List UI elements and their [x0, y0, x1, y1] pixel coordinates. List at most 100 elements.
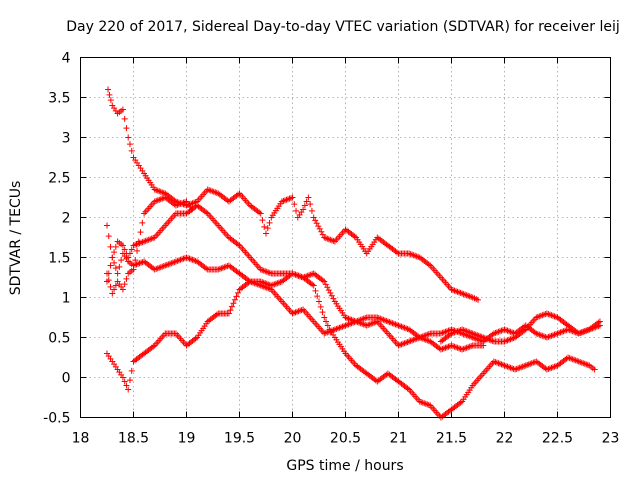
data-point	[289, 194, 296, 201]
data-point	[126, 250, 133, 257]
y-axis-label: SDTVAR / TECUs	[8, 181, 24, 296]
chart-title: Day 220 of 2017, Sidereal Day-to-day VTE…	[66, 19, 620, 35]
y-tick-label: 2.5	[48, 171, 70, 187]
data-point	[230, 300, 237, 307]
data-point	[300, 206, 307, 213]
data-point	[312, 287, 319, 294]
data-point	[319, 309, 326, 316]
grid	[80, 57, 611, 418]
x-axis-label: GPS time / hours	[286, 458, 403, 474]
data-point	[137, 229, 144, 236]
data-point	[323, 318, 330, 325]
data-point	[109, 290, 116, 297]
data-point	[293, 207, 300, 214]
data-point	[105, 233, 112, 240]
data-layer	[104, 86, 603, 421]
x-tick-label: 22.5	[542, 431, 573, 447]
ticks: 18 18.5 19 19.5 20 20.5 21 21.5 22 22.5 23-0.500.5…	[43, 51, 619, 447]
x-tick-label: 21.5	[436, 431, 467, 447]
data-point	[313, 220, 320, 227]
data-point	[591, 366, 598, 373]
data-point	[308, 207, 315, 214]
data-point	[114, 270, 121, 277]
x-tick-label: 20.5	[330, 431, 361, 447]
data-point	[107, 243, 114, 250]
data-point	[125, 386, 132, 393]
y-tick-label: 3	[62, 131, 71, 147]
data-point	[291, 201, 298, 208]
data-point	[307, 201, 314, 208]
series-track-e	[437, 310, 603, 345]
y-tick-label: 4	[62, 51, 71, 67]
data-point	[324, 322, 331, 329]
data-point	[128, 367, 135, 374]
data-point	[123, 382, 130, 389]
data-point	[315, 223, 322, 230]
data-point	[227, 307, 234, 314]
y-tick-label: 1.5	[48, 251, 70, 267]
data-point	[233, 293, 240, 300]
data-point	[121, 246, 128, 253]
plot-frame	[80, 57, 611, 418]
data-point	[234, 289, 241, 296]
data-point	[318, 228, 325, 235]
data-point	[312, 217, 319, 224]
x-tick-label: 20	[284, 431, 302, 447]
series-track-a	[105, 86, 481, 303]
data-point	[139, 219, 146, 226]
data-point	[263, 230, 269, 237]
data-point	[104, 222, 110, 229]
x-tick-label: 19.5	[224, 431, 255, 447]
data-point	[118, 257, 125, 264]
data-point	[107, 97, 114, 104]
data-point	[116, 263, 123, 270]
data-point	[111, 259, 118, 266]
data-point	[105, 86, 112, 93]
data-point	[324, 284, 331, 291]
data-point	[132, 257, 139, 264]
data-point	[119, 286, 126, 293]
data-point	[125, 134, 132, 141]
data-point	[112, 265, 119, 272]
data-point	[319, 231, 326, 238]
data-point	[128, 246, 135, 253]
series-track-b	[104, 202, 598, 421]
data-point	[317, 303, 324, 310]
data-point	[105, 277, 112, 284]
data-point	[310, 214, 317, 221]
y-tick-label: 0	[62, 371, 71, 387]
data-point	[112, 243, 119, 250]
data-point	[314, 293, 321, 300]
data-point	[261, 223, 268, 230]
series-track-c	[104, 270, 603, 393]
data-point	[119, 242, 126, 249]
data-point	[134, 247, 141, 254]
data-point	[327, 289, 334, 296]
data-point	[130, 266, 137, 273]
data-point	[321, 314, 328, 321]
data-point	[121, 281, 128, 288]
data-point	[480, 342, 487, 349]
data-point	[188, 206, 195, 213]
x-tick-label: 18.5	[118, 431, 149, 447]
series-track-d	[104, 222, 487, 353]
data-point	[257, 210, 264, 217]
data-point	[112, 282, 119, 289]
data-point	[104, 270, 110, 277]
data-point	[121, 115, 128, 122]
data-point	[106, 91, 113, 98]
data-point	[310, 282, 317, 289]
y-tick-label: 1	[62, 291, 71, 307]
data-point	[305, 194, 312, 201]
data-point	[135, 238, 142, 245]
y-tick-label: 2	[62, 211, 71, 227]
data-point	[126, 377, 133, 384]
data-point	[231, 296, 238, 303]
data-point	[264, 225, 271, 232]
data-point	[316, 298, 322, 305]
data-point	[301, 202, 308, 209]
series-track-f	[104, 194, 195, 297]
data-point	[325, 287, 332, 294]
data-point	[121, 378, 128, 385]
